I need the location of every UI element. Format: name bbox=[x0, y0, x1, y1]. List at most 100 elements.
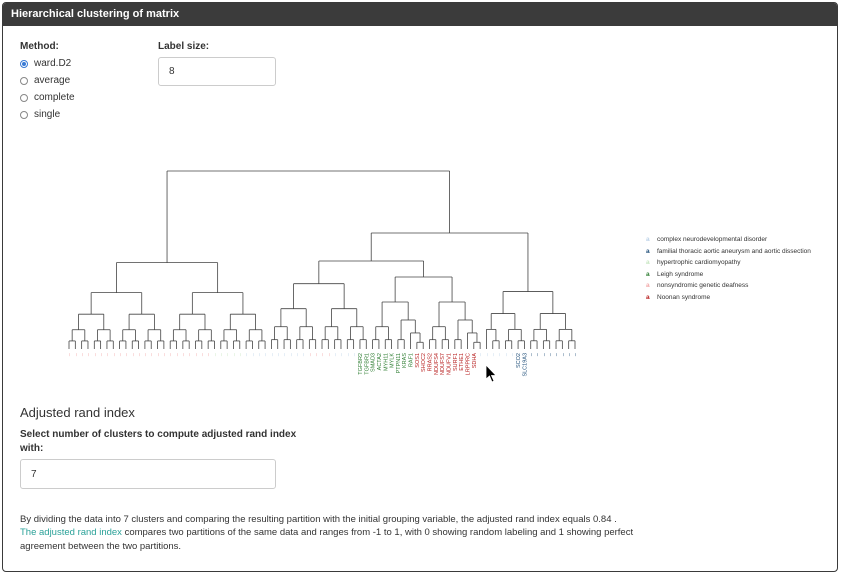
leaf-label: – bbox=[124, 352, 130, 356]
panel-title: Hierarchical clustering of matrix bbox=[3, 3, 837, 26]
ari-desc-line1: compares two partitions of the same data… bbox=[121, 527, 634, 538]
leaf-label: – bbox=[149, 352, 155, 356]
ari-clusters-value: 7 bbox=[31, 468, 37, 480]
leaf-label: NDUFS4 bbox=[434, 353, 440, 375]
leaf-label: – bbox=[320, 352, 326, 356]
method-option-single[interactable]: single bbox=[20, 106, 75, 123]
leaf-label: NDUFS7 bbox=[440, 353, 446, 375]
leaf-label: – bbox=[219, 352, 225, 356]
radio-single-icon[interactable] bbox=[20, 110, 28, 119]
leaf-label: – bbox=[156, 352, 162, 356]
ari-link[interactable]: The adjusted rand index bbox=[20, 527, 122, 538]
ari-result-text: By dividing the data into 7 clusters and… bbox=[20, 514, 617, 525]
legend-key: a bbox=[646, 247, 650, 255]
legend-item: a complex neurodevelopmental disorder bbox=[646, 234, 811, 246]
leaf-label: – bbox=[67, 352, 73, 356]
method-option-average[interactable]: average bbox=[20, 72, 75, 89]
legend-item: a familial thoracic aortic aneurysm and a… bbox=[646, 246, 811, 258]
leaf-label: ACTA2 bbox=[377, 353, 383, 370]
clustering-panel: Hierarchical clustering of matrix Method… bbox=[2, 2, 838, 572]
leaf-label: – bbox=[175, 352, 181, 356]
dendrogram: – – – – – – – – – – – – – – – – – – – – – – – – – – – – – – – – – – – – – – – –… bbox=[67, 170, 579, 383]
leaf-label: – bbox=[118, 352, 124, 356]
ari-prompt-line1: Select number of clusters to compute adj… bbox=[20, 429, 297, 440]
legend-key: a bbox=[646, 259, 650, 267]
leaf-label: – bbox=[92, 352, 98, 356]
ari-desc-line2: agreement between the two partitions. bbox=[20, 541, 182, 552]
leaf-label: MYLK bbox=[390, 353, 396, 368]
radio-ward-icon[interactable] bbox=[20, 59, 28, 68]
radio-average-icon[interactable] bbox=[20, 76, 28, 85]
method-option-label: average bbox=[34, 75, 71, 86]
leaf-label: – bbox=[143, 352, 149, 356]
leaf-label: – bbox=[137, 352, 143, 356]
leaf-label: SMAD3 bbox=[371, 353, 377, 372]
dendrogram-branches bbox=[68, 170, 576, 349]
leaf-label: SOS1 bbox=[415, 353, 421, 368]
legend-label: Noonan syndrome bbox=[657, 293, 711, 301]
leaf-label: ETHE1 bbox=[459, 353, 465, 371]
leaf-label: LRPPRC bbox=[465, 353, 471, 375]
leaf-label: SURF1 bbox=[453, 353, 459, 371]
leaf-label: – bbox=[484, 352, 490, 356]
method-radio-group: ward.D2 average complete single bbox=[20, 55, 75, 123]
leaf-label: – bbox=[548, 352, 554, 356]
method-option-label: single bbox=[34, 109, 61, 120]
leaf-label: RAF1 bbox=[409, 353, 415, 367]
legend-label: complex neurodevelopmental disorder bbox=[657, 236, 768, 244]
leaf-label: – bbox=[80, 352, 86, 356]
radio-complete-icon[interactable] bbox=[20, 93, 28, 102]
leaf-label: – bbox=[560, 352, 566, 356]
leaf-label: – bbox=[181, 352, 187, 356]
method-option-ward[interactable]: ward.D2 bbox=[20, 55, 75, 72]
leaf-label: – bbox=[295, 352, 301, 356]
legend-label: familial thoracic aortic aneurysm and ao… bbox=[657, 247, 811, 255]
leaf-label: – bbox=[478, 352, 484, 356]
leaf-label: SHOC2 bbox=[421, 353, 427, 372]
leaf-label: – bbox=[99, 352, 105, 356]
leaf-label: – bbox=[162, 352, 168, 356]
leaf-label: – bbox=[491, 352, 497, 356]
leaf-label: – bbox=[497, 352, 503, 356]
leaf-label: – bbox=[73, 352, 79, 356]
leaf-label: – bbox=[510, 352, 516, 356]
ari-prompt-line2: with: bbox=[20, 443, 44, 454]
leaf-label: – bbox=[276, 352, 282, 356]
leaf-label: – bbox=[206, 352, 212, 356]
method-option-label: complete bbox=[34, 92, 75, 103]
legend: a complex neurodevelopmental disorder a fam… bbox=[646, 234, 811, 303]
leaf-label: TGFBR1 bbox=[364, 353, 370, 375]
method-option-complete[interactable]: complete bbox=[20, 89, 75, 106]
leaf-label: TGFBR2 bbox=[358, 353, 364, 375]
leaf-label: SLC19A3 bbox=[522, 353, 528, 377]
leaf-label: RRAS2 bbox=[428, 353, 434, 371]
leaf-label: – bbox=[130, 352, 136, 356]
legend-item: a Noonan syndrome bbox=[646, 292, 811, 304]
leaf-label: – bbox=[168, 352, 174, 356]
leaf-label: – bbox=[244, 352, 250, 356]
mouse-cursor-icon bbox=[485, 364, 497, 383]
label-size-input[interactable]: 8 bbox=[158, 57, 276, 86]
leaf-label: KRAS bbox=[402, 353, 408, 368]
leaf-label: – bbox=[200, 352, 206, 356]
legend-key: a bbox=[646, 293, 650, 301]
leaf-label: – bbox=[282, 352, 288, 356]
leaf-label: – bbox=[225, 352, 231, 356]
leaf-label: – bbox=[567, 352, 573, 356]
ari-title: Adjusted rand index bbox=[20, 405, 135, 420]
ari-clusters-input[interactable]: 7 bbox=[20, 459, 276, 489]
leaf-label: – bbox=[86, 352, 92, 356]
leaf-label: – bbox=[194, 352, 200, 356]
legend-item: a nonsyndromic genetic deafness bbox=[646, 280, 811, 292]
label-size-value: 8 bbox=[169, 66, 175, 77]
leaf-label: SCO2 bbox=[516, 353, 522, 368]
leaf-label: – bbox=[269, 352, 275, 356]
leaf-label: – bbox=[573, 352, 579, 356]
leaf-label: – bbox=[111, 352, 117, 356]
legend-label: nonsyndromic genetic deafness bbox=[657, 282, 749, 290]
leaf-label: – bbox=[250, 352, 256, 356]
leaf-label: MYH11 bbox=[383, 353, 389, 371]
legend-key: a bbox=[646, 236, 650, 244]
leaf-label: – bbox=[105, 352, 111, 356]
leaf-label: – bbox=[339, 352, 345, 356]
